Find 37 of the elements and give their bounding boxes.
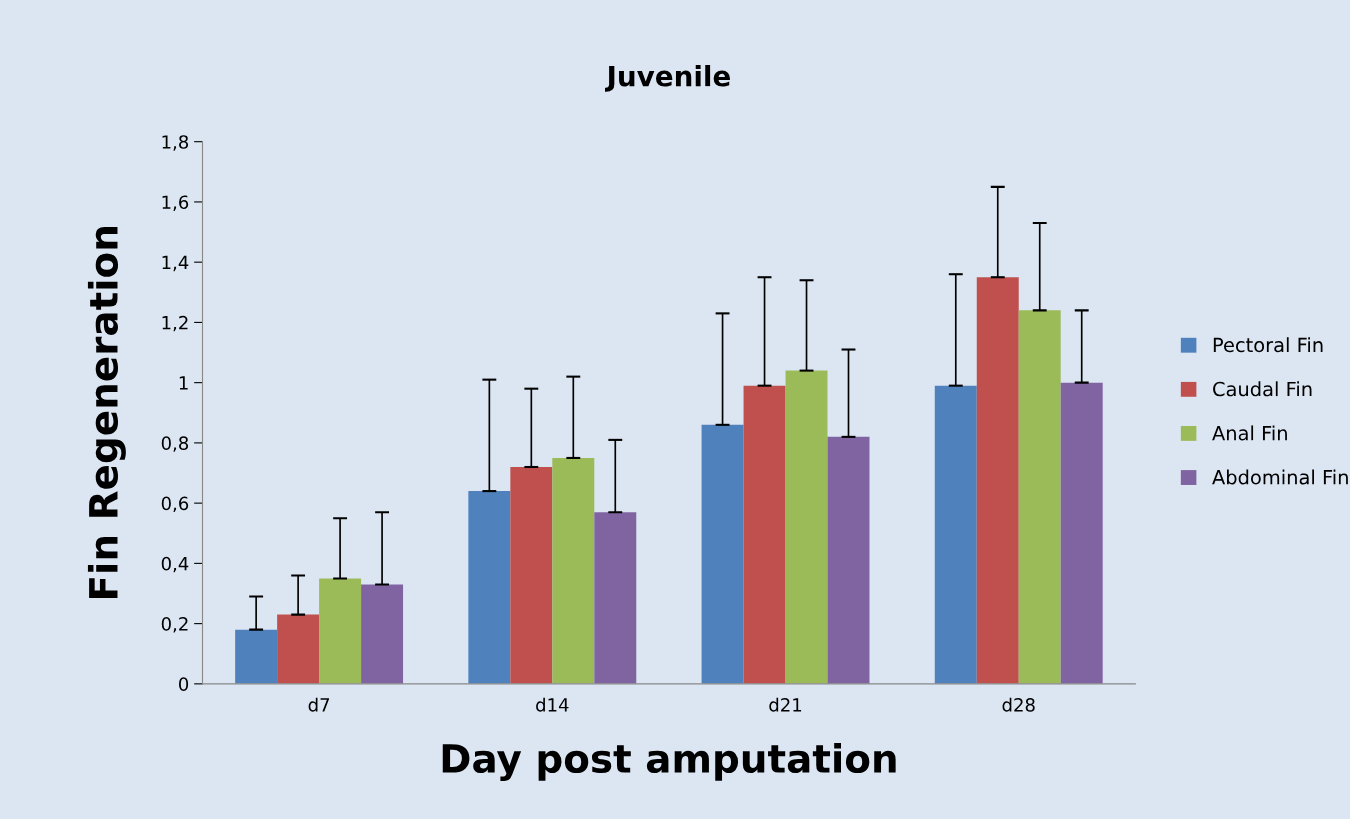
bar <box>319 578 362 684</box>
legend-label: Abdominal Fin <box>1212 469 1348 485</box>
x-tick-label: d14 <box>536 697 569 712</box>
y-tick-label: 0,6 <box>161 496 189 513</box>
y-tick-label: 1 <box>179 376 188 390</box>
bar <box>468 491 511 684</box>
bar <box>510 466 553 684</box>
bar <box>743 385 786 684</box>
y-tick-label: 1,2 <box>162 315 188 332</box>
x-tick-label: d28 <box>1002 697 1035 712</box>
legend-label: Anal Fin <box>1212 425 1287 441</box>
legend-label: Caudal Fin <box>1213 381 1312 397</box>
bar <box>594 512 637 684</box>
x-tick-label: d7 <box>308 697 330 712</box>
bar <box>277 614 320 684</box>
bar <box>235 629 278 684</box>
bar <box>976 277 1019 684</box>
y-tick-label: 0 <box>179 677 189 691</box>
bar <box>785 370 828 684</box>
bar <box>701 424 744 684</box>
y-tick-label: 1,6 <box>162 195 189 211</box>
bar <box>934 385 977 684</box>
x-axis-title: Day post amputation <box>442 743 896 781</box>
y-tick-label: 1,4 <box>162 255 189 272</box>
y-tick-label: 1,8 <box>162 135 189 151</box>
bar <box>827 436 870 684</box>
y-tick-label: 0,4 <box>161 556 189 573</box>
bar <box>361 584 404 684</box>
bar <box>1060 382 1103 684</box>
y-tick-label: 0,2 <box>161 617 188 633</box>
bar <box>552 457 595 684</box>
legend-label: Pectoral Fin <box>1213 337 1323 353</box>
chart-title: Juvenile <box>605 65 730 92</box>
bar <box>1018 310 1061 684</box>
y-axis-title: Fin Regeneration <box>87 227 126 598</box>
x-tick-label: d21 <box>769 697 802 712</box>
y-tick-label: 0,8 <box>161 436 189 452</box>
